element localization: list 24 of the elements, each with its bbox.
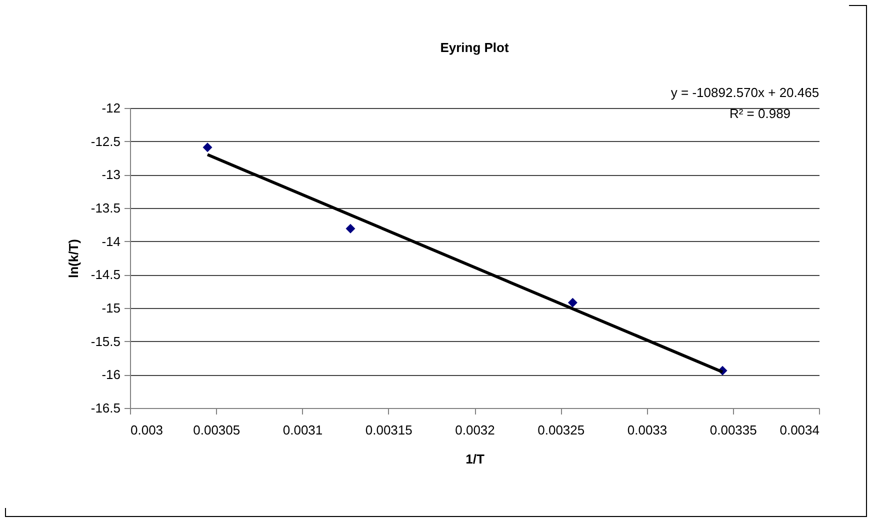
x-tick-label: 0.0034 (780, 422, 820, 438)
text: y = -10892.570x + 20.465 (670, 85, 820, 100)
y-tick-label: -12 (102, 100, 120, 116)
x-tick-label: 0.00325 (538, 422, 585, 438)
x-tick-label: 0.003 (130, 422, 164, 438)
y-tick-label: -16.5 (90, 400, 120, 416)
y-tick-label: -13 (102, 167, 120, 182)
y-tick-label: -13.5 (90, 200, 120, 216)
x-tick-label: 0.00305 (193, 422, 240, 438)
x-axis-title: 1/T (466, 452, 484, 466)
x-tick-label: 0.0033 (627, 422, 668, 438)
y-tick-label: -15 (102, 300, 120, 316)
x-tick-label: 0.0031 (282, 422, 323, 438)
chart-title: Eyring Plot (440, 40, 510, 55)
y-tick-label: -16 (102, 367, 120, 382)
annotation: R² = 0.989 (729, 106, 791, 121)
y-tick-label: -15.5 (90, 334, 120, 349)
y-tick-label: -14 (102, 234, 120, 249)
x-tick-label: 0.0032 (455, 422, 495, 438)
x-tick-label: 0.00315 (365, 422, 412, 438)
x-tick-label: 0.00335 (710, 422, 757, 438)
y-tick-label: -12.5 (90, 134, 120, 149)
y-tick-label: -14.5 (90, 267, 120, 282)
y-axis-title: ln(k/T) (66, 239, 81, 278)
